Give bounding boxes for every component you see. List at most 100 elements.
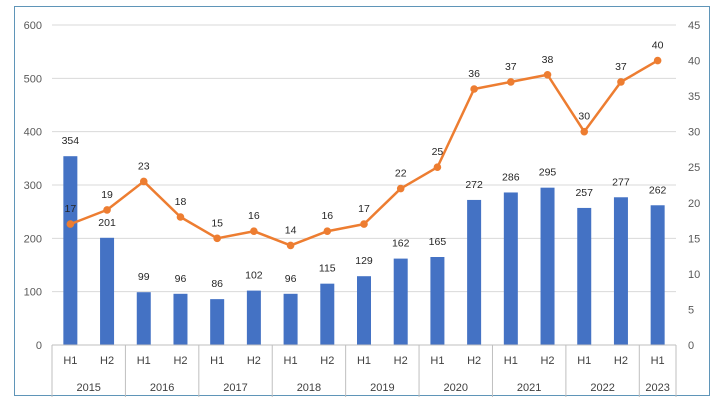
line-point [250, 227, 258, 236]
bar-value-label: 354 [62, 135, 80, 147]
bar-value-label: 257 [575, 187, 593, 199]
bar [320, 283, 335, 345]
right-tick-label: 25 [688, 162, 700, 174]
year-label: 2018 [297, 382, 321, 394]
left-tick-label: 600 [24, 20, 42, 32]
bar [246, 290, 261, 345]
line-value-label: 22 [395, 168, 407, 180]
right-tick-label: 45 [688, 20, 700, 32]
right-tick-label: 20 [688, 198, 700, 210]
line-point [360, 220, 368, 228]
line-value-label: 37 [505, 61, 517, 73]
half-label: H1 [63, 355, 77, 367]
left-tick-label: 500 [24, 73, 42, 85]
bar-value-label: 201 [98, 217, 116, 229]
year-label: 2023 [645, 382, 669, 394]
line-point [617, 78, 625, 86]
line-value-label: 14 [285, 224, 297, 236]
bar [467, 199, 482, 345]
year-label: 2017 [223, 382, 247, 394]
line-path [69, 59, 659, 247]
bar-value-label: 96 [175, 273, 187, 285]
right-axis-ticks: 0 5 10 15 20 25 30 35 40 45 [688, 20, 700, 352]
data-labels: 354 201 99 96 86 102 96 115 129 162 165 272 286 295 25… [62, 40, 667, 291]
half-label: H2 [247, 355, 261, 367]
line-value-label: 16 [321, 210, 333, 222]
line-point [286, 241, 295, 250]
half-label: H1 [210, 355, 224, 367]
line-value-label: 18 [175, 196, 187, 208]
bar-value-label: 102 [245, 270, 263, 282]
half-label: H1 [357, 355, 371, 367]
line-point [470, 85, 478, 93]
left-tick-label: 300 [24, 180, 42, 192]
half-label: H2 [173, 355, 187, 367]
bar-value-label: 99 [138, 271, 150, 283]
line-value-label: 38 [542, 54, 554, 66]
right-tick-label: 0 [688, 340, 694, 352]
bar-value-label: 295 [539, 167, 557, 179]
half-label: H1 [137, 355, 151, 367]
right-tick-label: 10 [688, 269, 700, 281]
bar-value-label: 162 [392, 238, 410, 250]
bar [173, 293, 188, 345]
year-label: 2019 [370, 382, 394, 394]
bar-value-label: 286 [502, 171, 520, 183]
bar-value-label: 86 [211, 278, 223, 290]
bar [577, 207, 592, 345]
bar [650, 205, 665, 345]
line-point [66, 220, 75, 228]
bar [357, 276, 371, 345]
bar-value-label: 115 [319, 263, 336, 275]
bar [136, 292, 151, 345]
bar [100, 237, 115, 345]
half-label: H1 [577, 355, 591, 367]
bar-value-label: 277 [612, 176, 630, 188]
line-value-label: 17 [358, 203, 370, 215]
bar [613, 197, 628, 345]
bar-value-label: 262 [649, 184, 667, 196]
line-value-label: 40 [652, 40, 664, 52]
line-value-label: 16 [248, 210, 260, 222]
half-label: H2 [614, 355, 628, 367]
line-value-label: 19 [101, 189, 113, 201]
half-label: H1 [284, 355, 298, 367]
right-tick-label: 15 [688, 233, 700, 245]
bar-series [63, 156, 665, 345]
bar [430, 257, 445, 345]
year-label: 2015 [76, 382, 100, 394]
line-value-label: 36 [468, 68, 480, 80]
line-value-label: 25 [432, 146, 444, 158]
bar-value-label: 129 [355, 255, 373, 267]
line-point [103, 206, 111, 214]
left-tick-label: 100 [24, 287, 42, 299]
right-tick-label: 5 [688, 304, 694, 316]
line-point [176, 213, 185, 221]
line-point [653, 56, 662, 65]
left-tick-label: 400 [24, 127, 42, 139]
bar [503, 192, 518, 345]
bar [63, 156, 78, 345]
line-point [323, 227, 332, 236]
bar [393, 258, 408, 345]
half-label: H1 [430, 355, 444, 367]
year-label: 2022 [590, 382, 614, 394]
year-label: 2020 [444, 382, 468, 394]
line-point [396, 184, 405, 193]
line-point [139, 177, 148, 186]
line-point [543, 70, 552, 79]
half-label: H2 [394, 355, 408, 367]
half-label: H1 [651, 355, 665, 367]
bar-value-label: 272 [465, 179, 483, 191]
year-label: 2016 [150, 382, 174, 394]
bar [210, 299, 225, 345]
right-tick-label: 35 [688, 91, 700, 103]
bar-value-label: 96 [285, 273, 297, 285]
left-tick-label: 0 [36, 340, 42, 352]
line-value-label: 37 [615, 61, 627, 73]
right-tick-label: 30 [688, 127, 700, 139]
bar [283, 293, 298, 345]
line-point [580, 127, 589, 136]
line-point [507, 78, 515, 86]
